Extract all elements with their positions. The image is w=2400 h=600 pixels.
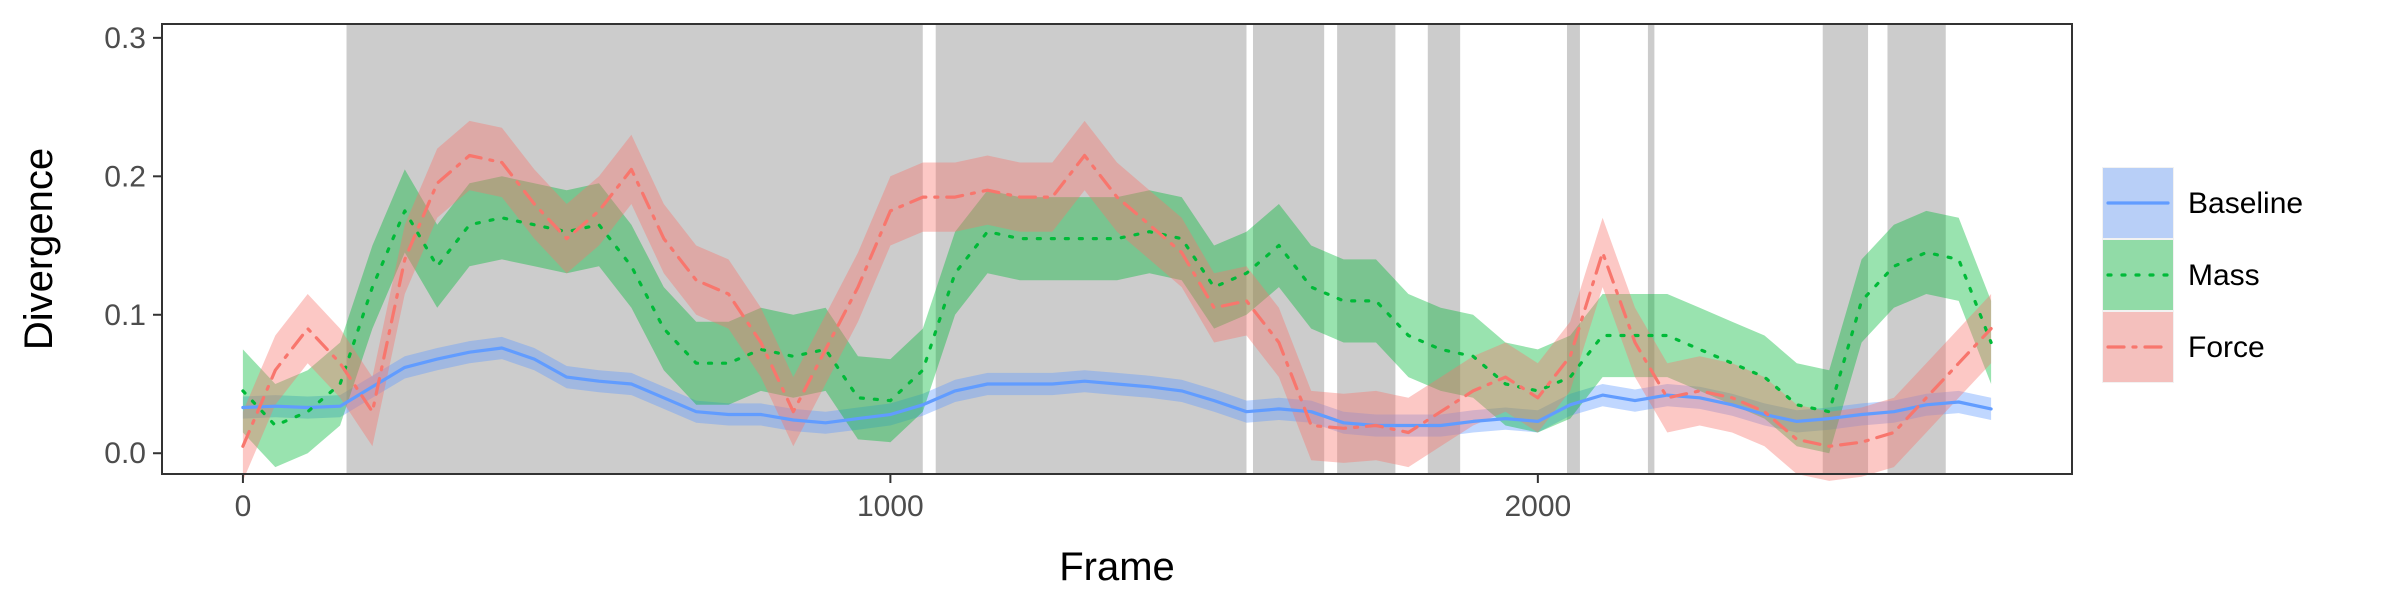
shaded-interval-7 [1822, 24, 1869, 474]
shaded-interval-6 [1647, 24, 1655, 474]
y-axis: 0.0 0.1 0.2 0.3 [104, 22, 162, 470]
legend-label: Mass [2188, 259, 2260, 292]
x-tick-label: 0 [235, 490, 252, 523]
mass-line [241, 209, 1993, 428]
shaded-intervals [346, 24, 1946, 474]
panel-border [161, 23, 2073, 475]
plot-area [161, 23, 2073, 481]
y-tick-label: 0.0 [104, 437, 146, 470]
shaded-interval-2 [1252, 24, 1325, 474]
legend: Baseline Mass Force [2102, 167, 2303, 383]
x-axis-title: Frame [1059, 545, 1175, 589]
shaded-interval-8 [1887, 24, 1946, 474]
y-tick-label: 0.3 [104, 22, 146, 55]
y-axis-title: Divergence [17, 148, 61, 350]
shaded-interval-1 [935, 24, 1247, 474]
shaded-interval-0 [346, 24, 923, 474]
legend-label: Baseline [2188, 187, 2303, 220]
shaded-interval-5 [1566, 24, 1580, 474]
x-tick-label: 1000 [857, 490, 924, 523]
shaded-interval-3 [1337, 24, 1396, 474]
force-line [241, 153, 1993, 448]
legend-item-mass: Mass [2102, 239, 2260, 311]
y-tick-label: 0.1 [104, 299, 146, 332]
y-tick-label: 0.2 [104, 160, 146, 193]
legend-item-force: Force [2102, 311, 2265, 383]
x-tick-label: 2000 [1504, 490, 1571, 523]
shaded-interval-4 [1427, 24, 1461, 474]
x-axis: 0 1000 2000 [235, 474, 1571, 523]
force-band [242, 120, 1992, 481]
baseline-line [241, 346, 1993, 428]
legend-item-baseline: Baseline [2102, 167, 2303, 239]
series-lines [241, 153, 1993, 448]
mass-band [242, 169, 1992, 468]
legend-label: Force [2188, 331, 2265, 364]
